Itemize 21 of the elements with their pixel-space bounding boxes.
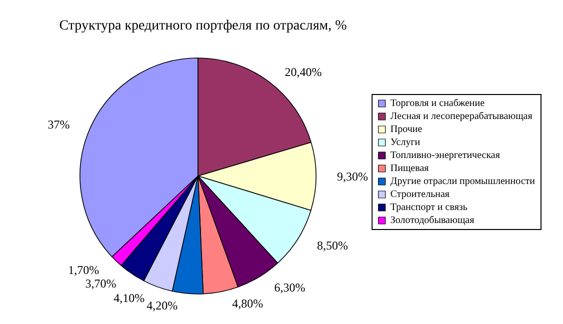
legend-label: Строительная bbox=[390, 189, 450, 200]
data-label: 9,30% bbox=[337, 169, 368, 184]
legend-label: Топливно-энергетическая bbox=[390, 150, 500, 161]
legend-label: Пищевая bbox=[390, 163, 430, 174]
data-label: 37% bbox=[48, 117, 70, 132]
data-label: 4,80% bbox=[232, 296, 264, 311]
legend-label: Золотодобывающая bbox=[390, 215, 475, 226]
legend-label: Транспорт и связь bbox=[390, 202, 468, 213]
legend-label: Лесная и лесоперерабатывающая bbox=[390, 111, 533, 122]
legend-label: Торговля и снабжение bbox=[390, 98, 486, 109]
chart-title: Структура кредитного портфеля по отраслям, % bbox=[59, 18, 348, 34]
legend-label: Прочие bbox=[390, 124, 423, 135]
legend-label: Другие отрасли промышленности bbox=[390, 176, 536, 187]
data-label: 3,70% bbox=[85, 276, 116, 291]
data-label: 4,10% bbox=[114, 291, 145, 306]
data-label: 1,70% bbox=[68, 262, 100, 277]
data-label: 8,50% bbox=[316, 238, 348, 252]
data-label: 4,20% bbox=[146, 298, 178, 312]
legend-label: Услуги bbox=[390, 137, 421, 148]
data-label: 6,30% bbox=[274, 280, 306, 294]
data-label: 20,40% bbox=[284, 64, 322, 79]
